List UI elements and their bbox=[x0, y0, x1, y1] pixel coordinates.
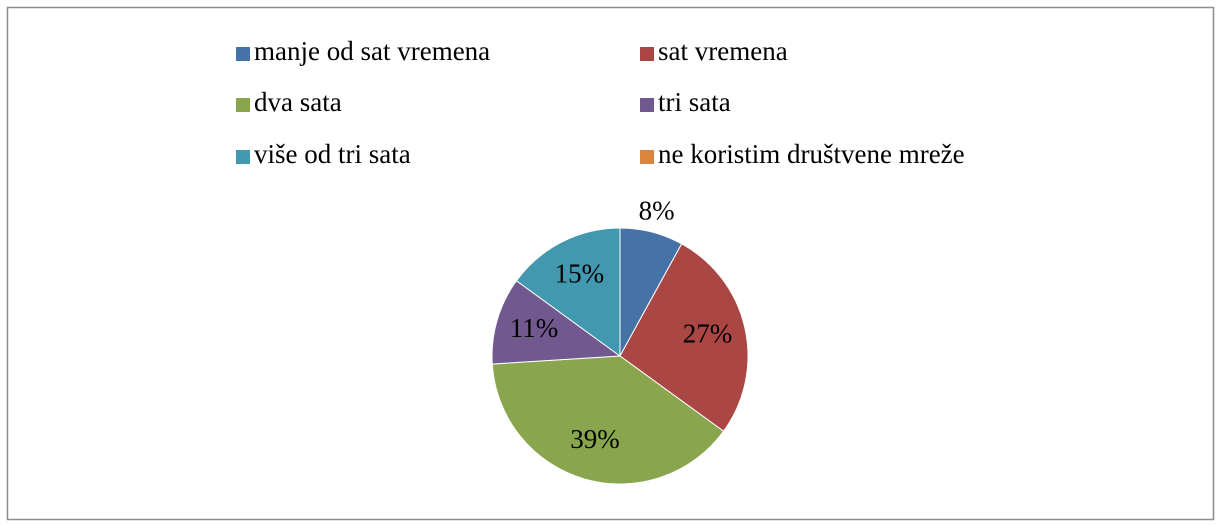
data-label: 39% bbox=[570, 424, 620, 454]
legend-label: sat vremena bbox=[658, 36, 788, 66]
pie-slice bbox=[491, 280, 622, 365]
legend-swatch bbox=[640, 150, 654, 164]
legend-label: manje od sat vremena bbox=[254, 36, 490, 66]
legend-label: dva sata bbox=[254, 87, 342, 117]
legend-swatch bbox=[640, 98, 654, 112]
legend-label: više od tri sata bbox=[254, 139, 411, 169]
data-label: 15% bbox=[555, 258, 605, 288]
data-label: 27% bbox=[683, 319, 733, 349]
legend-label: ne koristim društvene mreže bbox=[658, 139, 965, 169]
data-label: 8% bbox=[639, 196, 675, 226]
legend-swatch bbox=[236, 47, 250, 61]
legend-swatch bbox=[236, 98, 250, 112]
legend-swatch bbox=[236, 150, 250, 164]
legend-label: tri sata bbox=[658, 87, 731, 117]
data-label: 11% bbox=[510, 313, 559, 343]
legend-swatch bbox=[640, 47, 654, 61]
pie-slice bbox=[515, 227, 621, 357]
pie-slice bbox=[619, 243, 749, 432]
pie-slice bbox=[491, 355, 725, 485]
